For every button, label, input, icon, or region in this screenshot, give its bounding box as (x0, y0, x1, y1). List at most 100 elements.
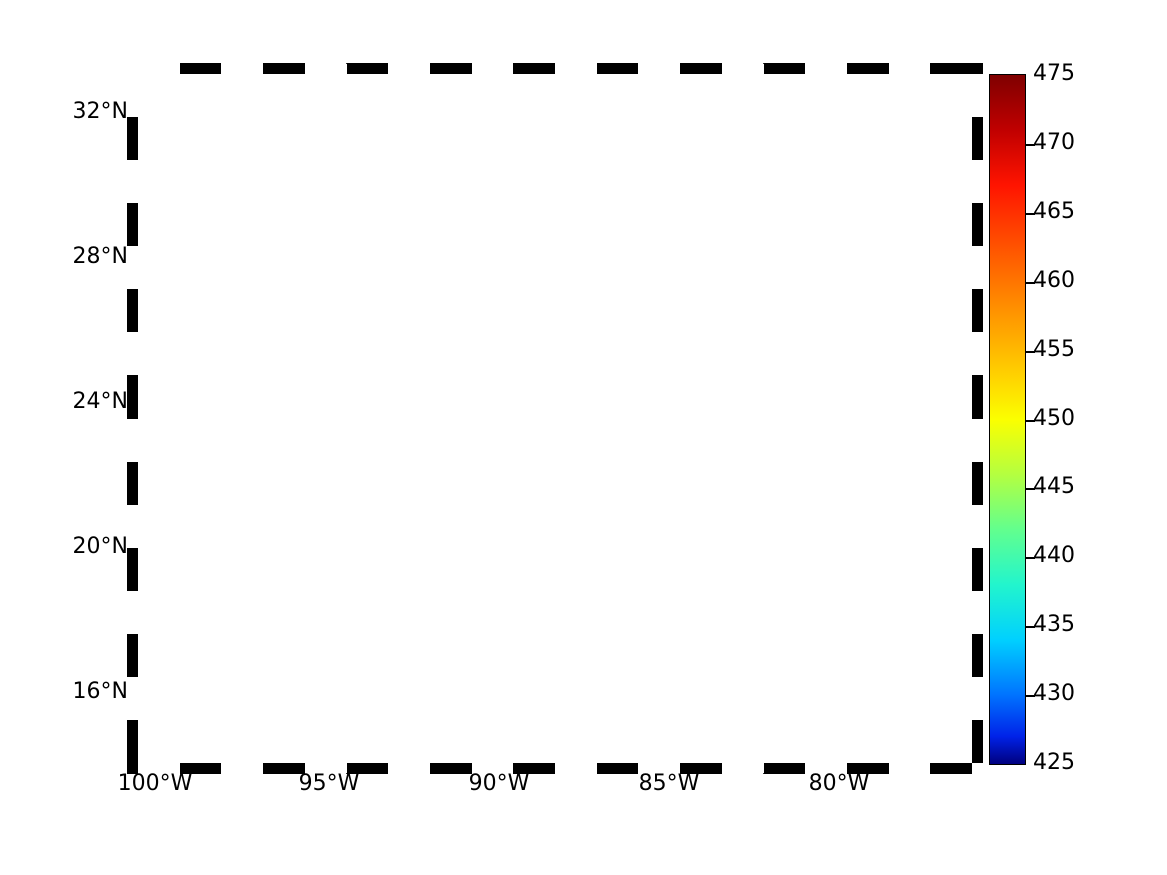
border-left-seg (127, 160, 138, 204)
border-top-seg (138, 63, 180, 74)
colorbar-tick-430 (1026, 695, 1035, 698)
border-top-seg (179, 63, 222, 74)
ytick-label-32n: 32°N (72, 99, 128, 124)
border-bottom-seg (596, 763, 639, 774)
border-left-seg (127, 332, 138, 376)
border-left-seg (127, 633, 138, 677)
border-bottom-seg (179, 763, 222, 774)
border-left-seg (127, 246, 138, 290)
border-top-seg (388, 63, 430, 74)
border-top-seg (638, 63, 681, 74)
colorbar-tick-470 (1026, 143, 1035, 146)
border-right-seg (972, 74, 983, 118)
ytick-label-16n: 16°N (72, 679, 128, 704)
colorbar-tick-435 (1026, 626, 1035, 629)
border-top-seg (930, 63, 972, 74)
border-bottom-seg (304, 763, 347, 774)
colorbar-label-460: 460 (1033, 267, 1075, 293)
border-bottom-seg (138, 763, 180, 774)
colorbar-label-450: 450 (1033, 405, 1075, 431)
border-top-seg (471, 63, 514, 74)
border-right-seg (972, 418, 983, 462)
xtick-label-80w: 80°W (808, 771, 870, 796)
border-top-seg (346, 63, 389, 74)
border-left-seg (127, 117, 138, 161)
border-top-seg (888, 63, 931, 74)
border-right-seg (972, 547, 983, 591)
border-corner-tl (127, 63, 138, 74)
ytick-label-20n: 20°N (72, 534, 128, 559)
border-bottom-seg (680, 763, 722, 774)
colorbar-label-475: 475 (1033, 61, 1075, 86)
border-bottom-seg (388, 763, 430, 774)
border-left-seg (127, 74, 138, 118)
border-left-seg (127, 590, 138, 634)
border-right-seg (972, 160, 983, 204)
border-left-seg (127, 418, 138, 462)
border-bottom-seg (555, 763, 597, 774)
border-right-seg (972, 504, 983, 548)
border-left-seg (127, 461, 138, 505)
border-bottom-seg (846, 763, 889, 774)
border-top-seg (555, 63, 597, 74)
border-bottom-seg (805, 763, 847, 774)
colorbar-label-440: 440 (1033, 543, 1075, 569)
border-right-seg (972, 676, 983, 720)
border-corner-br (972, 763, 983, 774)
border-top-seg (429, 63, 472, 74)
border-bottom-seg (888, 763, 931, 774)
colorbar-tick-445 (1026, 488, 1035, 491)
border-right-seg (972, 332, 983, 376)
border-bottom-seg (346, 763, 389, 774)
xtick-label-100w: 100°W (117, 771, 193, 796)
colorbar-label-470: 470 (1033, 129, 1075, 155)
border-top-seg (263, 63, 305, 74)
border-bottom-seg (429, 763, 472, 774)
colorbar[interactable] (989, 74, 1026, 765)
colorbar-tick-450 (1026, 419, 1035, 422)
border-top-seg (805, 63, 847, 74)
border-corner-bl (127, 763, 138, 774)
colorbar-tick-455 (1026, 350, 1035, 353)
border-left-seg (127, 504, 138, 548)
border-left-seg (127, 719, 138, 763)
border-top-seg (721, 63, 764, 74)
border-bottom-seg (221, 763, 264, 774)
border-bottom-seg (263, 763, 305, 774)
border-top-seg (513, 63, 555, 74)
border-left-seg (127, 676, 138, 720)
border-bottom-seg (930, 763, 972, 774)
border-top-seg (596, 63, 639, 74)
border-backing (127, 63, 983, 774)
border-right-seg (972, 117, 983, 161)
border-right-seg (972, 375, 983, 419)
xtick-label-90w: 90°W (468, 771, 530, 796)
border-left-seg (127, 547, 138, 591)
border-corner-tr (972, 63, 983, 74)
border-bottom-seg (471, 763, 514, 774)
border-right-seg (972, 289, 983, 333)
colorbar-label-455: 455 (1033, 336, 1075, 362)
colorbar-tick-465 (1026, 212, 1035, 215)
xtick-label-95w: 95°W (298, 771, 360, 796)
border-right-seg (972, 203, 983, 247)
border-right-seg (972, 461, 983, 505)
border-left-seg (127, 289, 138, 333)
border-outline (127, 63, 983, 774)
colorbar-tick-460 (1026, 281, 1035, 284)
colorbar-label-445: 445 (1033, 474, 1075, 500)
colorbar-gradient (990, 75, 1025, 764)
border-right-seg (972, 590, 983, 634)
colorbar-label-430: 430 (1033, 681, 1075, 707)
colorbar-label-465: 465 (1033, 198, 1075, 224)
border-left-seg (127, 375, 138, 419)
border-right-seg (972, 719, 983, 763)
ytick-label-28n: 28°N (72, 244, 128, 269)
border-bottom-seg (721, 763, 764, 774)
colorbar-label-425: 425 (1033, 750, 1075, 775)
border-top-seg (304, 63, 347, 74)
border-bottom-seg (763, 763, 806, 774)
border-bottom-seg (513, 763, 555, 774)
border-top-seg (846, 63, 889, 74)
colorbar-label-435: 435 (1033, 612, 1075, 638)
